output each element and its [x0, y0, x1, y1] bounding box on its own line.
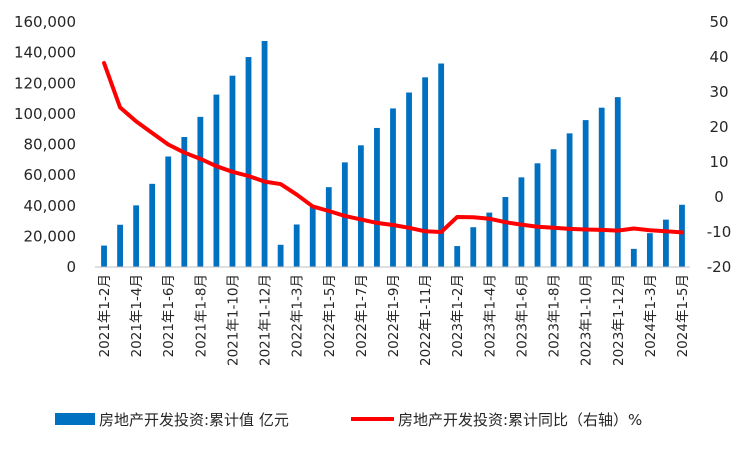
bar	[598, 107, 605, 268]
right-tick-label: 10	[709, 153, 728, 171]
bar	[518, 177, 525, 267]
x-tick-label: 2021年1-4月	[129, 274, 145, 357]
x-tick-label: 2023年1-4月	[482, 274, 498, 357]
x-tick-label: 2024年1-3月	[643, 274, 659, 357]
right-tick-label: 40	[709, 48, 728, 66]
left-tick-label: 160,000	[14, 13, 76, 31]
x-tick-label: 2022年1-9月	[386, 274, 402, 357]
left-axis-ticks: 0 20,000 40,000 60,000 80,000 100,000 120,000 1…	[14, 13, 76, 276]
legend-bar-swatch	[55, 413, 95, 425]
right-tick-label: -20	[707, 258, 732, 276]
yoy-line	[102, 60, 684, 235]
left-tick-label: 20,000	[24, 227, 77, 245]
bar	[454, 246, 461, 267]
bar	[470, 227, 477, 267]
left-tick-label: 140,000	[14, 44, 76, 62]
left-tick-label: 40,000	[24, 197, 77, 215]
x-tick-label: 2022年1-11月	[418, 274, 434, 366]
bar	[197, 116, 204, 267]
x-tick-label: 2023年1-2月	[450, 274, 466, 357]
bar	[261, 40, 268, 268]
x-tick-label: 2022年1-5月	[322, 274, 338, 357]
legend: 房地产开发投资:累计值 亿元 房地产开发投资:累计同比（右轴）%	[55, 411, 642, 429]
x-tick-label: 2021年1-12月	[258, 274, 274, 366]
bar	[213, 94, 220, 267]
bar	[566, 133, 573, 267]
bar	[277, 244, 284, 267]
bar	[101, 245, 107, 267]
bar	[406, 92, 412, 268]
x-tick-label: 2021年1-8月	[193, 274, 209, 357]
right-tick-label: 30	[709, 83, 728, 101]
left-tick-label: 100,000	[14, 105, 76, 123]
x-tick-label: 2022年1-7月	[354, 274, 370, 357]
left-tick-label: 80,000	[24, 136, 77, 154]
bar	[325, 187, 332, 267]
right-axis-ticks: -20 -10 0 10 20 30 40 50	[707, 13, 732, 276]
bar	[438, 63, 445, 267]
bar	[181, 137, 188, 267]
x-tick-label: 2023年1-6月	[514, 274, 530, 357]
legend-bar-label: 房地产开发投资:累计值 亿元	[99, 411, 289, 429]
bar	[245, 57, 252, 267]
right-tick-label: 0	[714, 188, 724, 206]
right-tick-label: 50	[709, 13, 728, 31]
bar	[534, 163, 541, 267]
bar	[582, 120, 589, 268]
x-axis-ticks: 2021年1-2月 2021年1-4月 2021年1-6月 2021年1-8月 2021…	[97, 274, 691, 366]
bar	[663, 219, 669, 267]
x-tick-label: 2021年1-2月	[97, 274, 113, 357]
left-tick-label: 120,000	[14, 74, 76, 92]
x-tick-label: 2021年1-10月	[225, 274, 241, 366]
bar	[614, 97, 621, 267]
x-tick-label: 2024年1-5月	[675, 274, 691, 357]
left-tick-label: 60,000	[24, 166, 77, 184]
bar	[117, 224, 123, 267]
x-tick-label: 2022年1-3月	[290, 274, 306, 357]
right-tick-label: 20	[709, 118, 728, 136]
bar	[646, 233, 653, 267]
bar	[374, 127, 380, 267]
bar	[422, 77, 429, 267]
right-tick-label: -10	[707, 223, 732, 241]
bar	[357, 145, 364, 267]
bar	[149, 183, 156, 267]
line-layer	[102, 60, 684, 235]
x-tick-label: 2023年1-10月	[579, 274, 595, 366]
bar	[502, 197, 509, 267]
legend-line-label: 房地产开发投资:累计同比（右轴）%	[398, 411, 642, 429]
bar	[133, 205, 140, 267]
bar	[165, 156, 172, 267]
bar	[486, 212, 493, 267]
bar	[293, 224, 300, 267]
x-tick-label: 2021年1-6月	[161, 274, 177, 357]
x-tick-label: 2023年1-8月	[547, 274, 563, 357]
left-tick-label: 0	[66, 258, 76, 276]
bar	[630, 248, 637, 267]
x-tick-label: 2023年1-12月	[611, 274, 627, 366]
bar	[309, 207, 316, 267]
bar	[679, 204, 685, 267]
bar	[390, 108, 396, 268]
bar	[550, 149, 557, 267]
